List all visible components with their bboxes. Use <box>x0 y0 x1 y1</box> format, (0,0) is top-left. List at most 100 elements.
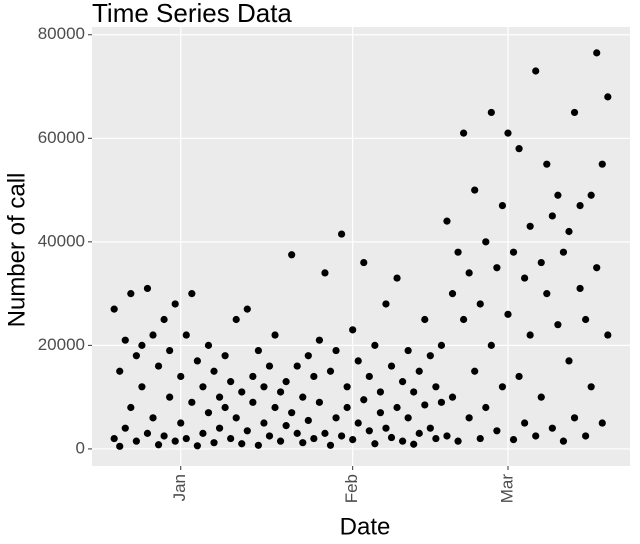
y-axis-label: Number of call <box>3 173 30 328</box>
point <box>304 416 312 425</box>
point <box>166 393 174 401</box>
point <box>360 258 368 267</box>
point <box>321 429 329 437</box>
point <box>260 419 268 427</box>
point <box>282 378 290 386</box>
point <box>160 432 168 440</box>
point <box>315 398 324 406</box>
y-tick-label: 20000 <box>38 335 85 354</box>
point <box>404 346 412 355</box>
point <box>548 212 556 220</box>
panel <box>92 27 630 466</box>
point <box>393 403 401 412</box>
point <box>204 341 213 349</box>
point <box>509 435 518 444</box>
point <box>460 129 468 137</box>
point <box>471 186 479 194</box>
point <box>210 367 218 375</box>
point <box>548 424 556 432</box>
point <box>127 403 135 412</box>
point <box>293 429 301 437</box>
point <box>110 434 118 443</box>
point <box>154 441 163 449</box>
y-tick-label: 60000 <box>38 128 85 147</box>
point <box>182 434 190 443</box>
point <box>454 248 462 256</box>
point <box>299 439 307 447</box>
x-tick-label: Mar <box>497 474 516 504</box>
point <box>493 427 501 435</box>
point <box>493 264 501 272</box>
point <box>271 403 279 412</box>
point <box>504 129 512 137</box>
point <box>249 372 257 381</box>
point <box>504 310 512 318</box>
point <box>343 383 351 391</box>
point <box>243 427 251 435</box>
point <box>177 419 185 427</box>
point <box>349 435 357 444</box>
point <box>143 284 152 293</box>
point <box>193 442 201 450</box>
point <box>116 442 124 450</box>
point <box>532 67 540 75</box>
point <box>365 427 373 435</box>
y-tick-label: 0 <box>76 438 85 457</box>
point <box>221 352 229 360</box>
point <box>448 290 457 298</box>
point <box>171 437 179 445</box>
point <box>276 388 285 396</box>
point <box>204 409 213 417</box>
point <box>138 341 146 349</box>
point <box>604 93 612 101</box>
point <box>166 346 174 355</box>
point <box>393 274 401 282</box>
point <box>537 393 545 401</box>
chart-title: Time Series Data <box>92 0 292 28</box>
point <box>432 383 440 391</box>
point <box>543 290 551 298</box>
point <box>371 341 379 349</box>
point <box>354 419 362 427</box>
point <box>476 300 484 308</box>
point <box>110 305 118 313</box>
point <box>188 290 196 298</box>
point <box>149 331 157 339</box>
point <box>443 217 451 225</box>
point <box>271 331 279 339</box>
point <box>543 160 551 168</box>
point <box>349 326 357 334</box>
point <box>593 49 601 57</box>
point <box>127 290 135 298</box>
point <box>387 362 396 370</box>
point <box>426 352 434 360</box>
point <box>288 409 296 417</box>
point <box>410 440 418 448</box>
point <box>293 362 301 370</box>
point <box>437 341 446 349</box>
point <box>526 331 534 339</box>
x-axis-label: Date <box>340 513 391 539</box>
point <box>188 398 196 406</box>
point <box>376 388 385 396</box>
point <box>260 383 268 391</box>
point <box>371 440 379 448</box>
point <box>521 274 529 282</box>
point <box>465 414 473 422</box>
point <box>276 437 285 445</box>
y-tick-label: 80000 <box>38 24 85 43</box>
point <box>576 284 584 293</box>
point <box>465 269 473 277</box>
point <box>337 432 346 440</box>
point <box>315 336 324 344</box>
point <box>421 401 429 409</box>
point <box>498 383 507 391</box>
point <box>559 248 568 256</box>
point <box>598 160 606 168</box>
point <box>154 362 163 370</box>
point <box>182 331 190 339</box>
point <box>498 202 507 210</box>
point <box>288 251 296 259</box>
point <box>593 264 601 272</box>
